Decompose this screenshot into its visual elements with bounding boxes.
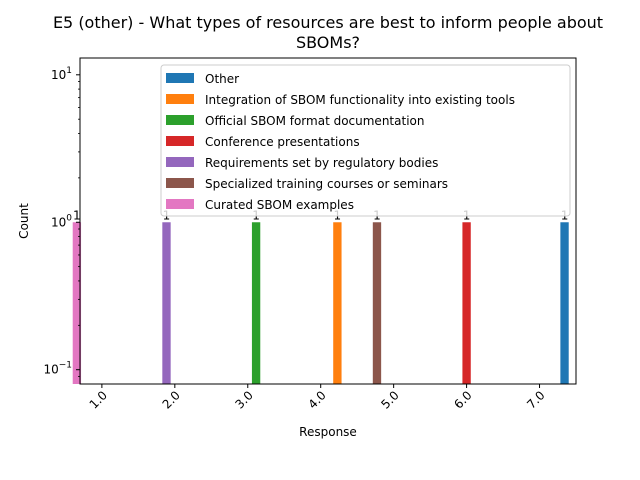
legend-swatch-1 [166,73,194,83]
bars-group [72,222,569,384]
bar-3 [251,222,261,384]
legend-swatch-7 [166,199,194,209]
legend-label-4: Conference presentations [205,135,360,149]
x-tick-label-4: 5.0 [378,388,401,411]
legend-label-5: Requirements set by regulatory bodies [205,156,438,170]
legend-label-1: Other [205,72,239,86]
plot-frame [79,57,577,385]
y-tick-label-1: 100 [51,213,72,229]
legend-label-2: Integration of SBOM functionality into e… [205,93,515,107]
chart-title-line2: SBOMs? [296,33,360,52]
x-tick-label-3: 4.0 [305,388,328,411]
legend-box [160,64,571,217]
x-tick-label-2: 3.0 [232,388,255,411]
x-tick-label-6: 7.0 [524,388,547,411]
bar-6 [372,222,382,384]
x-axis: 1.0 2.0 3.0 4.0 5.0 6.0 7.0 [87,384,548,412]
bar-5 [162,222,171,384]
x-tick-label-1: 2.0 [160,388,183,411]
x-tick-label-0: 1.0 [87,388,110,411]
x-tick-label-5: 6.0 [451,388,474,411]
legend-swatch-3 [166,115,194,125]
legend: Other Integration of SBOM functionality i… [160,64,571,217]
legend-swatch-5 [166,157,194,167]
y-tick-label-0: 10−1 [43,361,72,377]
y-tick-label-2: 101 [51,66,72,82]
legend-label-7: Curated SBOM examples [205,198,354,212]
legend-label-6: Specialized training courses or seminars [205,177,448,191]
legend-swatch-6 [166,178,194,188]
bar-1 [560,222,569,384]
chart-title-line1: E5 (other) - What types of resources are… [53,13,603,32]
legend-label-3: Official SBOM format documentation [205,114,424,128]
x-axis-label: Response [299,425,357,439]
legend-swatch-2 [166,94,194,104]
bar-label-7: 1 [73,208,81,222]
legend-swatch-4 [166,136,194,146]
y-axis: 10−1 100 101 [43,66,80,377]
bar-2 [333,222,342,384]
bar-4 [462,222,471,384]
y-axis-label: Count [17,203,31,239]
bar-7 [72,222,82,384]
